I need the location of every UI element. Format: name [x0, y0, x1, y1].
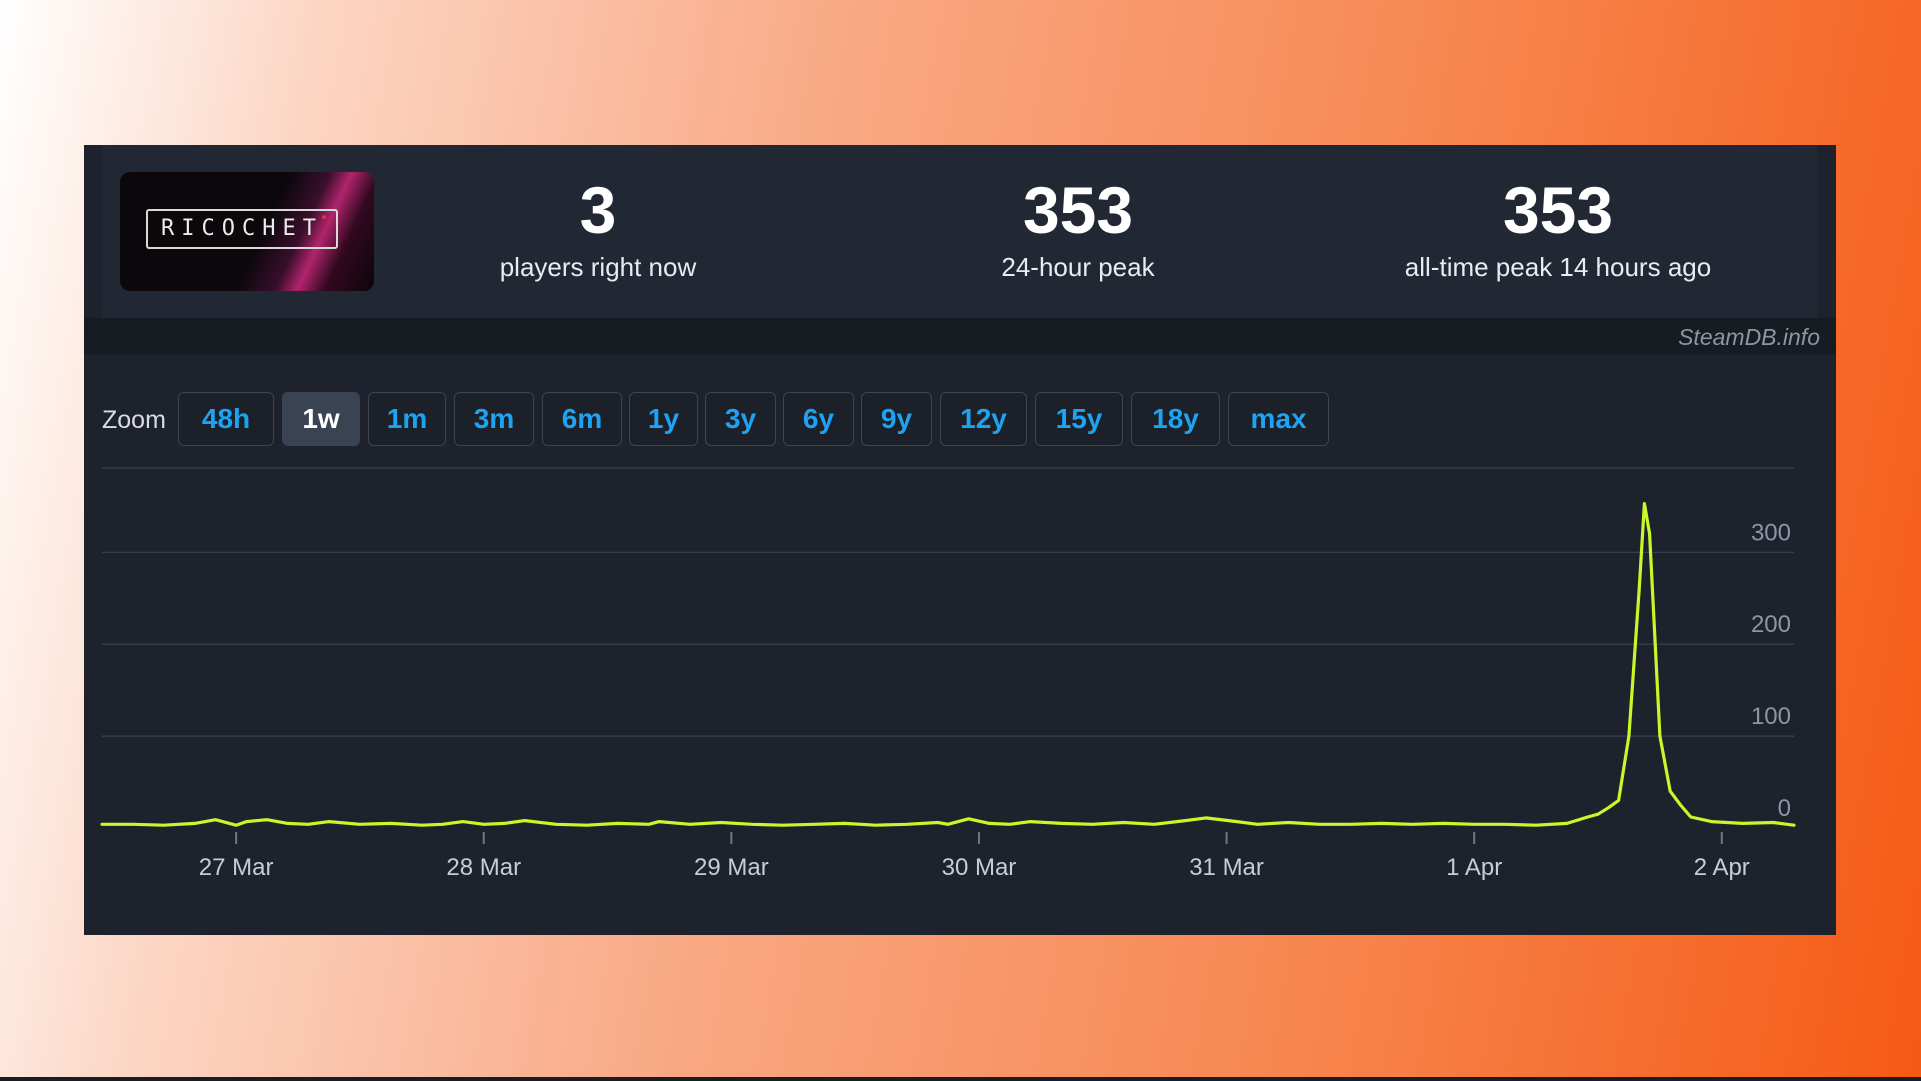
zoom-button-1y[interactable]: 1y	[629, 392, 698, 446]
zoom-button-6y[interactable]: 6y	[783, 392, 854, 446]
source-credit: SteamDB.info	[1678, 324, 1820, 350]
all-time-peak-stat: 353 all-time peak 14 hours ago	[1348, 173, 1768, 284]
zoom-button-1m[interactable]: 1m	[368, 392, 446, 446]
daily-peak-value: 353	[1022, 173, 1134, 247]
current-players-stat: 3 players right now	[388, 173, 808, 284]
logo-text: RICOCHET	[161, 216, 323, 241]
zoom-button-9y[interactable]: 9y	[861, 392, 932, 446]
x-tick-label: 28 Mar	[446, 854, 521, 881]
player-count-card: RICOCHET 3 players right now 353 24-hour…	[84, 145, 1836, 935]
x-tick-label: 30 Mar	[942, 854, 1017, 881]
bottom-band	[0, 1077, 1921, 1081]
all-time-peak-value: 353	[1502, 173, 1614, 247]
zoom-label: Zoom	[102, 406, 166, 434]
zoom-button-3m[interactable]: 3m	[454, 392, 534, 446]
daily-peak-label: 24-hour peak	[1001, 252, 1155, 282]
zoom-button-48h[interactable]: 48h	[178, 392, 274, 446]
x-tick-label: 31 Mar	[1189, 854, 1264, 881]
zoom-button-6m[interactable]: 6m	[542, 392, 622, 446]
current-players-value: 3	[579, 173, 617, 247]
current-players-label: players right now	[499, 252, 697, 282]
x-tick-label: 2 Apr	[1694, 854, 1750, 881]
x-tick-label: 27 Mar	[199, 854, 274, 881]
y-tick-label: 300	[1751, 519, 1791, 546]
y-tick-label: 200	[1751, 611, 1791, 638]
zoom-button-1w[interactable]: 1w	[282, 392, 360, 446]
player-count-chart[interactable]: 0 100 200 300 27 Mar 28 Mar 29 Mar 30 Mar 31 Mar…	[84, 145, 1836, 935]
zoom-button-15y[interactable]: 15y	[1035, 392, 1123, 446]
logo-dot	[322, 215, 326, 219]
game-logo: RICOCHET	[120, 172, 374, 291]
zoom-button-max[interactable]: max	[1228, 392, 1329, 446]
y-tick-label: 100	[1751, 703, 1791, 730]
zoom-button-3y[interactable]: 3y	[705, 392, 776, 446]
header-divider	[84, 318, 1836, 354]
zoom-button-18y[interactable]: 18y	[1131, 392, 1220, 446]
stats-header: RICOCHET 3 players right now 353 24-hour…	[102, 145, 1817, 318]
players-series-line	[100, 502, 1796, 827]
y-tick-label: 0	[1778, 795, 1791, 822]
daily-peak-stat: 353 24-hour peak	[868, 173, 1288, 284]
ricochet-logo-icon: RICOCHET	[146, 209, 338, 249]
all-time-peak-label: all-time peak 14 hours ago	[1404, 252, 1712, 282]
x-tick-label: 1 Apr	[1446, 854, 1502, 881]
zoom-button-12y[interactable]: 12y	[940, 392, 1027, 446]
x-tick-label: 29 Mar	[694, 854, 769, 881]
